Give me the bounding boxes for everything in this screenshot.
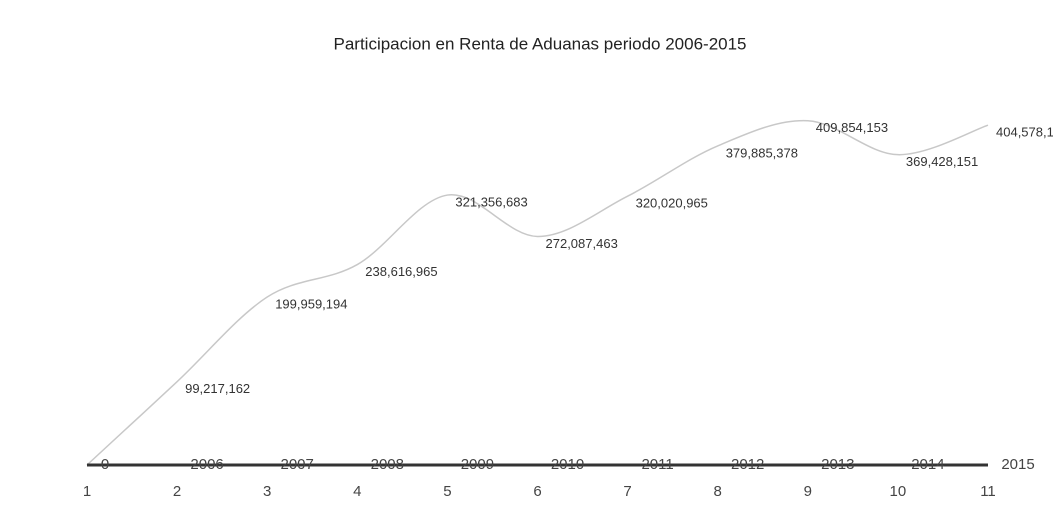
x-tick-label: 2 — [173, 483, 181, 500]
data-label: 321,356,683 — [455, 194, 527, 209]
x-tick-label: 11 — [980, 483, 996, 500]
data-label: 2015 — [1001, 456, 1034, 473]
data-label: 409,854,153 — [816, 120, 888, 135]
chart-title: Participacion en Renta de Aduanas period… — [333, 34, 746, 53]
x-tick-label: 7 — [623, 483, 631, 500]
data-label: 2010 — [551, 456, 584, 473]
data-label: 320,020,965 — [636, 196, 708, 211]
x-tick-label: 8 — [714, 483, 722, 500]
data-label: 2006 — [190, 456, 223, 473]
data-label: 99,217,162 — [185, 381, 250, 396]
x-tick-label: 10 — [890, 483, 907, 500]
x-tick-label: 4 — [353, 483, 361, 500]
data-label: 2013 — [821, 456, 854, 473]
data-label: 2011 — [641, 456, 673, 473]
data-label: 2014 — [911, 456, 944, 473]
x-tick-label: 3 — [263, 483, 271, 500]
data-label: 2012 — [731, 456, 764, 473]
x-tick-label: 6 — [533, 483, 541, 500]
data-label: 272,087,463 — [546, 236, 618, 251]
data-label: 369,428,151 — [906, 154, 978, 169]
data-label: 0 — [101, 456, 109, 473]
x-tick-label: 1 — [83, 483, 91, 500]
data-label: 199,959,194 — [275, 296, 347, 311]
data-label: 379,885,378 — [726, 145, 798, 160]
data-label: 404,578,113 — [996, 125, 1053, 140]
x-tick-label: 5 — [443, 483, 451, 500]
data-label: 2008 — [371, 456, 404, 473]
series-line — [86, 119, 989, 466]
data-label: 2007 — [281, 456, 314, 473]
data-label: 238,616,965 — [365, 264, 437, 279]
data-label: 2009 — [461, 456, 494, 473]
x-tick-label: 9 — [804, 483, 812, 500]
